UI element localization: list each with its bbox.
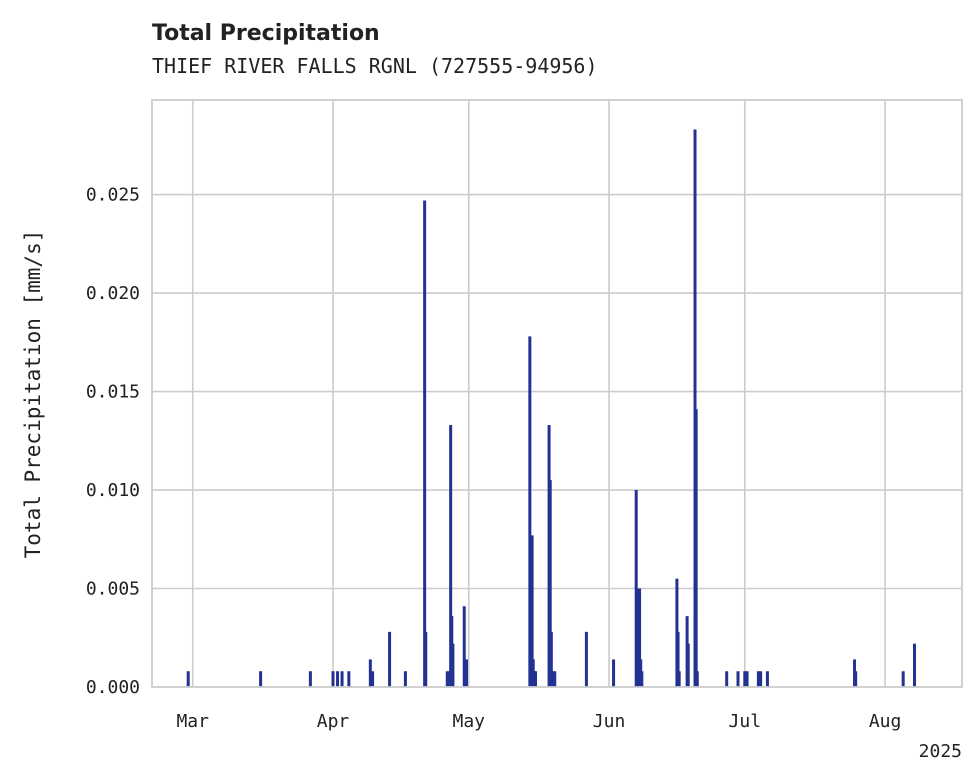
y-tick-label: 0.000 [86, 677, 140, 698]
gridlines [152, 100, 962, 687]
plot-frame [151, 99, 963, 688]
y-tick-label: 0.010 [86, 480, 140, 501]
x-axis-year-label: 2025 [919, 741, 962, 762]
x-tick-label: Jul [729, 711, 762, 732]
y-axis-label: Total Precipitation [mm/s] [21, 230, 45, 559]
y-tick-label: 0.020 [86, 283, 140, 304]
chart-title: Total Precipitation [152, 21, 380, 46]
y-axis-ticks: 0.000 0.005 0.010 0.015 0.020 0.025 [86, 185, 140, 698]
y-tick-label: 0.025 [86, 185, 140, 206]
y-tick-label: 0.005 [86, 579, 140, 600]
chart-subtitle: THIEF RIVER FALLS RGNL (727555-94956) [152, 54, 598, 78]
y-tick-label: 0.015 [86, 382, 140, 403]
precipitation-bars [186, 129, 916, 687]
x-tick-label: Aug [869, 711, 902, 732]
x-tick-label: Jun [593, 711, 626, 732]
x-tick-label: Mar [176, 711, 209, 732]
x-tick-label: May [453, 711, 486, 732]
x-axis-ticks: Mar Apr May Jun Jul Aug [176, 711, 901, 732]
x-tick-label: Apr [317, 711, 350, 732]
